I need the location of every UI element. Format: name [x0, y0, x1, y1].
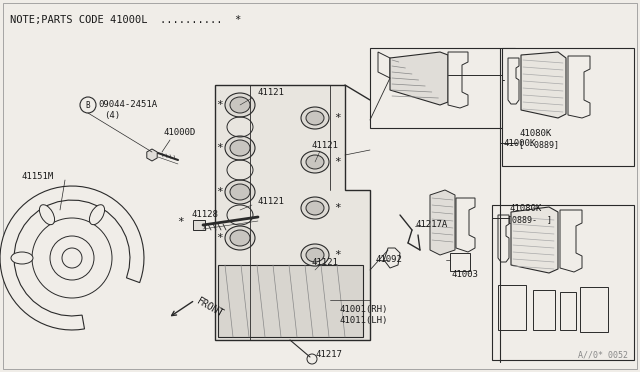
Text: *: * [335, 113, 341, 123]
Text: 41121: 41121 [258, 197, 285, 206]
Text: 41121: 41121 [312, 141, 339, 150]
Ellipse shape [230, 230, 250, 246]
Text: 41080K: 41080K [519, 129, 551, 138]
Text: FRONT: FRONT [195, 296, 225, 319]
Polygon shape [456, 198, 475, 252]
Text: (4): (4) [104, 111, 120, 120]
Text: 41001(RH): 41001(RH) [340, 305, 388, 314]
Bar [498, 285, 526, 330]
Ellipse shape [306, 201, 324, 215]
Polygon shape [147, 149, 157, 161]
Text: NOTE;PARTS CODE 41000L  ..........  *: NOTE;PARTS CODE 41000L .......... * [10, 15, 241, 25]
Bar [533, 290, 555, 330]
Ellipse shape [11, 252, 33, 264]
Text: 41151M: 41151M [22, 172, 54, 181]
Polygon shape [430, 190, 455, 255]
Bar [502, 48, 634, 166]
Text: 09044-2451A: 09044-2451A [98, 100, 157, 109]
Text: [0889-  ]: [0889- ] [507, 215, 552, 224]
Text: *: * [335, 250, 341, 260]
Polygon shape [390, 52, 448, 105]
Ellipse shape [301, 107, 329, 129]
Bar [560, 292, 576, 330]
Bar [370, 48, 515, 128]
Text: 41000K: 41000K [504, 139, 536, 148]
Bar [193, 220, 205, 230]
Text: *: * [216, 187, 223, 197]
Polygon shape [215, 85, 370, 340]
Text: [ -0889]: [ -0889] [519, 140, 559, 149]
Ellipse shape [306, 111, 324, 125]
Polygon shape [511, 207, 558, 273]
Bar [450, 253, 470, 271]
Text: *: * [216, 143, 223, 153]
Ellipse shape [306, 155, 324, 169]
Polygon shape [378, 52, 390, 78]
Ellipse shape [225, 226, 255, 250]
Polygon shape [521, 52, 566, 118]
Ellipse shape [225, 136, 255, 160]
Bar [218, 265, 363, 337]
Bar [492, 205, 634, 360]
Text: A//0* 0052: A//0* 0052 [578, 351, 628, 360]
Polygon shape [498, 215, 509, 262]
Polygon shape [448, 52, 468, 108]
Text: 41000D: 41000D [163, 128, 195, 137]
Bar [580, 287, 608, 332]
Text: *: * [216, 233, 223, 243]
Ellipse shape [301, 197, 329, 219]
Ellipse shape [40, 205, 54, 225]
Ellipse shape [225, 180, 255, 204]
Ellipse shape [301, 244, 329, 266]
Polygon shape [384, 248, 400, 268]
Text: 41128: 41128 [192, 210, 219, 219]
Text: 41217: 41217 [316, 350, 343, 359]
Text: *: * [335, 203, 341, 213]
Polygon shape [560, 210, 582, 272]
Ellipse shape [306, 248, 324, 262]
Text: 41080K: 41080K [509, 204, 541, 213]
Ellipse shape [230, 140, 250, 156]
Text: *: * [178, 217, 184, 227]
Ellipse shape [230, 97, 250, 113]
Polygon shape [508, 58, 519, 104]
Text: 41003: 41003 [452, 270, 479, 279]
Text: 41011(LH): 41011(LH) [340, 316, 388, 325]
Text: 41092: 41092 [375, 255, 402, 264]
Text: 41121: 41121 [312, 258, 339, 267]
Polygon shape [0, 186, 144, 330]
Polygon shape [568, 56, 590, 118]
Text: *: * [216, 100, 223, 110]
Ellipse shape [225, 93, 255, 117]
Text: 41217A: 41217A [415, 220, 447, 229]
Text: *: * [335, 157, 341, 167]
Ellipse shape [90, 205, 104, 225]
Ellipse shape [230, 184, 250, 200]
Text: B: B [86, 100, 90, 109]
Text: 41121: 41121 [258, 88, 285, 97]
Ellipse shape [301, 151, 329, 173]
